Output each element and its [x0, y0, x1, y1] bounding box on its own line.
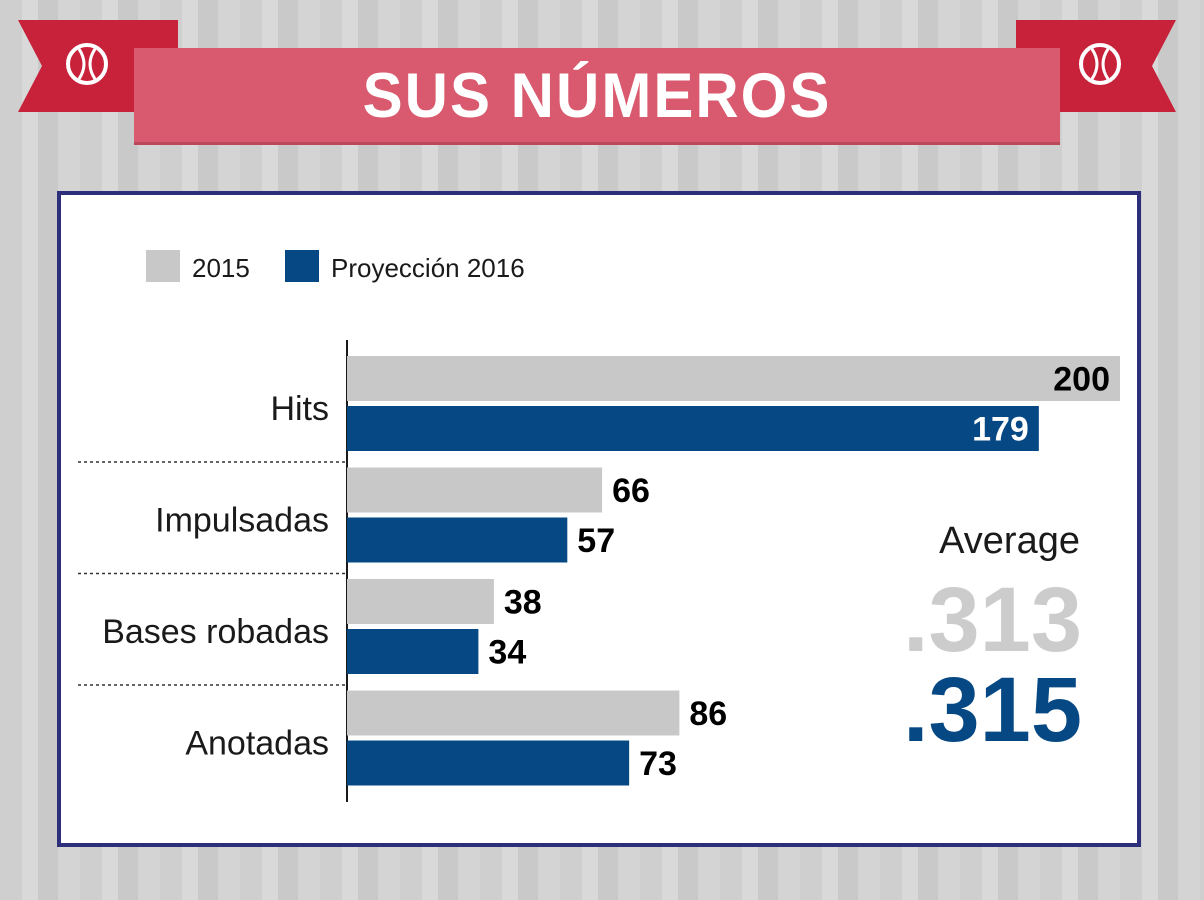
data-label-1-0: 66 — [612, 472, 650, 510]
average-2016: .315 — [902, 659, 1082, 761]
bar-3-1 — [347, 740, 630, 786]
bar-2-1 — [347, 629, 479, 674]
legend-label-0: 2015 — [192, 253, 250, 283]
average-label: Average — [939, 520, 1080, 562]
chart-panel — [57, 191, 1141, 847]
average-2015: .313 — [902, 569, 1082, 671]
bar-0-0 — [347, 356, 1120, 401]
category-label-1: Impulsadas — [155, 502, 329, 540]
bar-0-1 — [347, 406, 1039, 451]
legend-swatch-1 — [285, 250, 319, 282]
data-label-0-0: 200 — [1053, 361, 1110, 399]
baseball-icon — [1079, 43, 1121, 85]
category-label-3: Anotadas — [185, 725, 329, 763]
title-banner: SUS NÚMEROS — [134, 48, 1060, 142]
baseball-icon — [66, 43, 108, 85]
category-label-0: Hits — [270, 390, 329, 428]
legend-swatch-0 — [146, 250, 180, 282]
data-label-3-1: 73 — [639, 745, 677, 783]
data-label-0-1: 179 — [972, 411, 1029, 449]
data-label-3-0: 86 — [689, 695, 727, 733]
category-label-2: Bases robadas — [102, 613, 329, 651]
bar-2-0 — [347, 579, 494, 624]
data-label-2-1: 34 — [488, 634, 526, 672]
data-label-1-1: 57 — [577, 522, 615, 560]
data-label-2-0: 38 — [504, 584, 542, 622]
bar-3-0 — [347, 690, 680, 736]
bar-1-1 — [347, 517, 568, 563]
legend-label-1: Proyección 2016 — [331, 253, 525, 283]
bar-1-0 — [347, 467, 603, 513]
page-title: SUS NÚMEROS — [362, 59, 832, 131]
